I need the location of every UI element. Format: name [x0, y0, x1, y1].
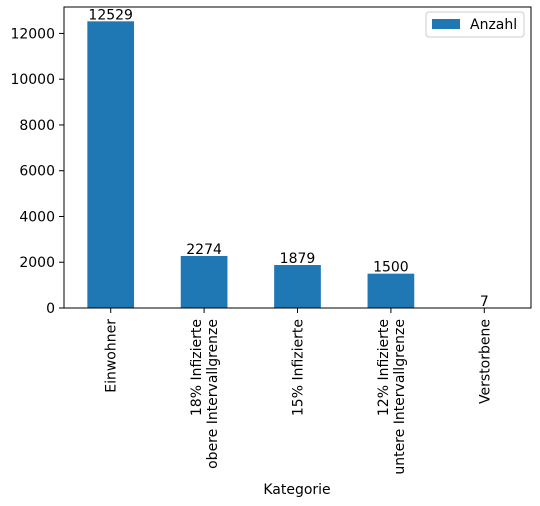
bar — [87, 21, 135, 309]
y-tick-label: 6000 — [19, 164, 55, 180]
bar — [180, 255, 228, 308]
bar — [367, 273, 415, 308]
bar-value-label: 12529 — [88, 7, 133, 23]
x-tick-label: 12% Infizierte — [376, 319, 392, 416]
x-tick-label: untere Intervallgrenze — [392, 319, 408, 475]
bar — [274, 265, 321, 308]
x-tick-label: Einwohner — [104, 319, 120, 393]
bar-value-label: 1500 — [373, 260, 409, 276]
legend-box — [425, 11, 525, 38]
x-tick-label: obere Intervallgrenze — [205, 319, 221, 469]
legend: Anzahl — [425, 11, 525, 38]
plot-frame — [63, 6, 532, 309]
y-tick-label: 4000 — [19, 209, 55, 225]
y-tick-label: 0 — [46, 301, 55, 317]
x-tick-label: Verstorbene — [477, 319, 493, 404]
y-tick-label: 10000 — [10, 72, 55, 88]
plot-area — [64, 7, 531, 308]
bar-value-label: 1879 — [280, 251, 316, 267]
y-tick-label: 2000 — [19, 255, 55, 271]
x-tick-label: 18% Infizierte — [189, 319, 205, 416]
y-tick-label: 8000 — [19, 118, 55, 134]
legend-swatch — [432, 19, 460, 29]
legend-label: Anzahl — [470, 17, 517, 33]
bar-value-label: 7 — [480, 294, 489, 310]
x-tick-label: 15% Infizierte — [291, 319, 307, 416]
x-axis-title: Kategorie — [263, 482, 330, 498]
y-tick-label: 12000 — [10, 26, 55, 42]
bar-value-label: 2274 — [186, 242, 222, 258]
